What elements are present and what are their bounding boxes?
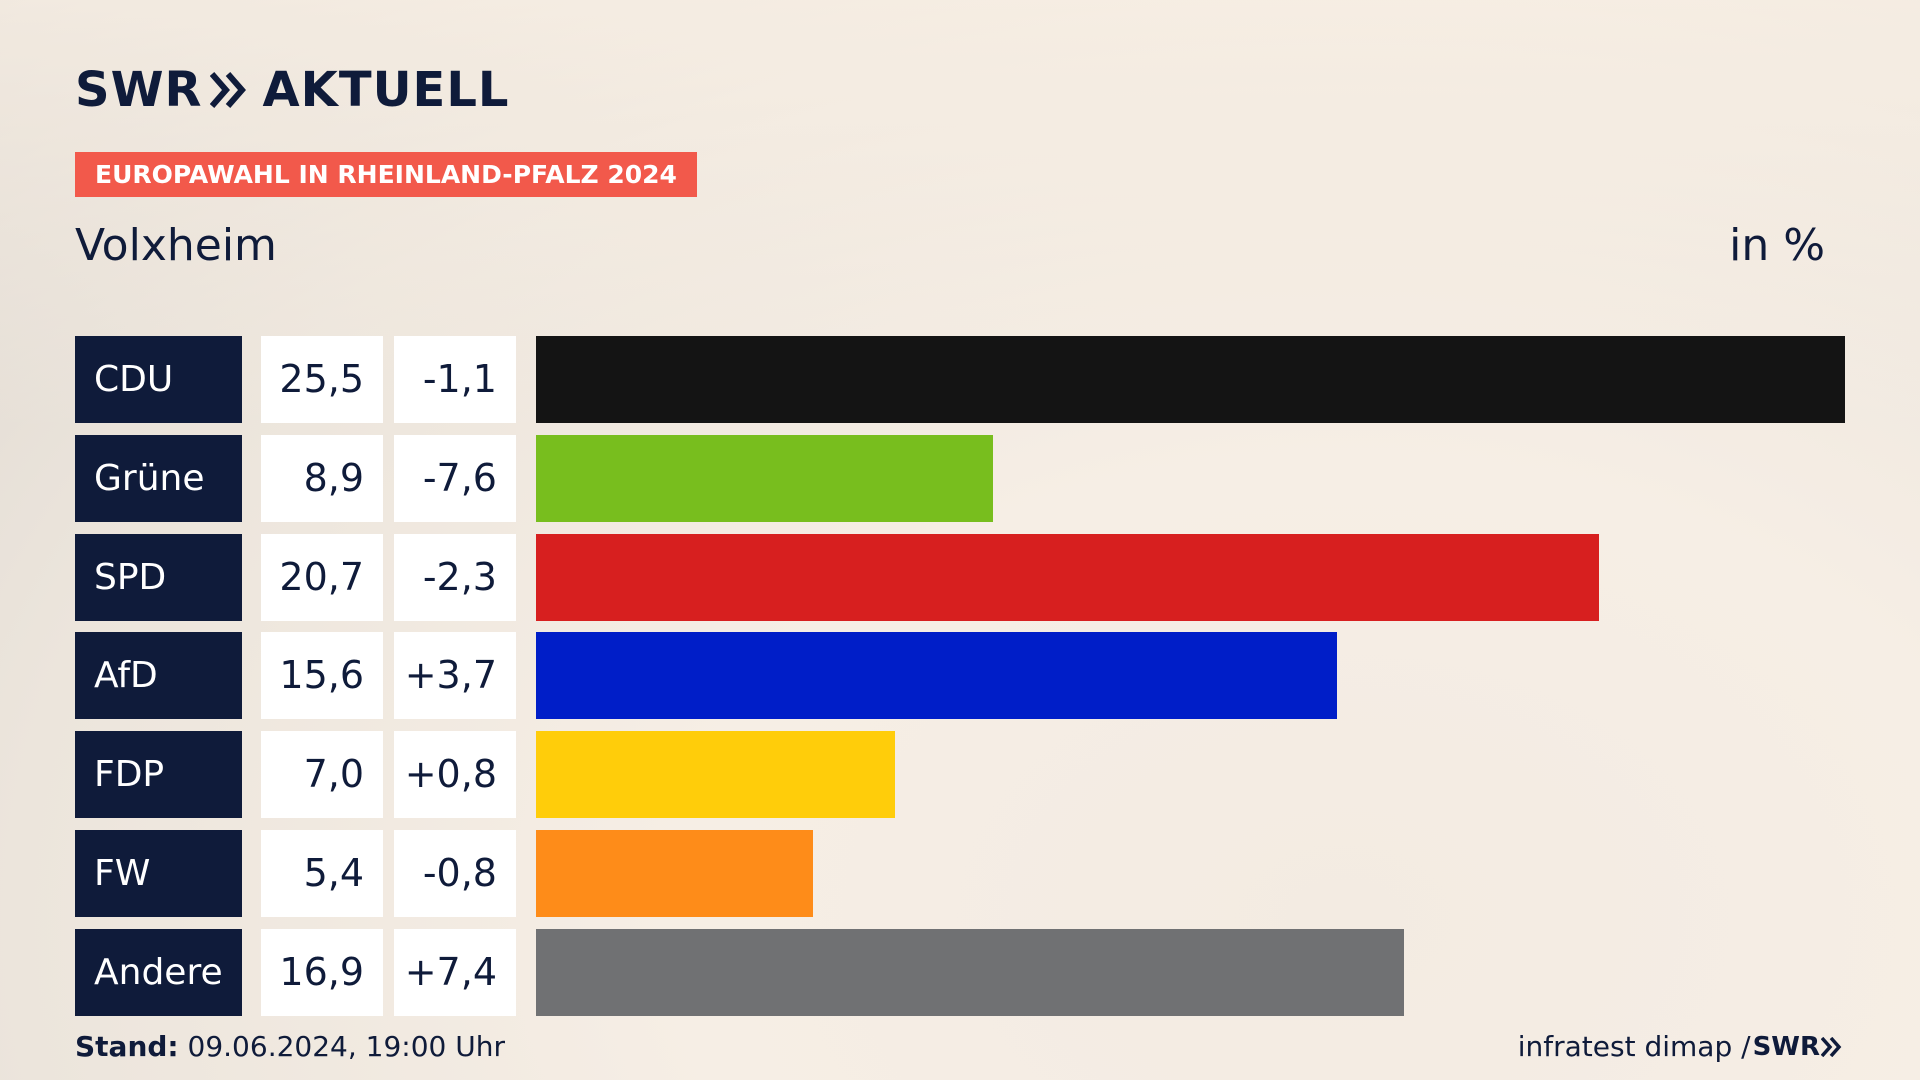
vote-share-change: +3,7	[394, 632, 516, 719]
vote-share-value: 15,6	[261, 632, 383, 719]
party-label: CDU	[75, 336, 242, 423]
party-label: Andere	[75, 929, 242, 1016]
source-brand-text: SWR	[1752, 1031, 1820, 1062]
vote-share-change: +7,4	[394, 929, 516, 1016]
stand-value: 09.06.2024, 19:00 Uhr	[187, 1030, 505, 1063]
logo-aktuell-text: AKTUELL	[262, 62, 510, 118]
party-label: FDP	[75, 731, 242, 818]
swr-aktuell-logo: SWR AKTUELL	[75, 66, 510, 114]
chevron-double-right-icon	[1821, 1036, 1842, 1057]
party-label: FW	[75, 830, 242, 917]
vote-share-value: 25,5	[261, 336, 383, 423]
chevron-double-right-icon	[210, 72, 248, 108]
result-row: CDU 25,5 -1,1	[75, 336, 1845, 423]
vote-share-value: 20,7	[261, 534, 383, 621]
party-label: SPD	[75, 534, 242, 621]
vote-share-change: +0,8	[394, 731, 516, 818]
vote-share-change: -7,6	[394, 435, 516, 522]
bar-cdu	[536, 336, 1845, 423]
vote-share-value: 8,9	[261, 435, 383, 522]
result-row: Grüne 8,9 -7,6	[75, 435, 1845, 522]
vote-share-change: -2,3	[394, 534, 516, 621]
unit-label: in %	[1729, 220, 1825, 271]
vote-share-change: -0,8	[394, 830, 516, 917]
region-title: Volxheim	[75, 220, 277, 271]
result-row: AfD 15,6 +3,7	[75, 632, 1845, 719]
timestamp: Stand: 09.06.2024, 19:00 Uhr	[75, 1030, 505, 1063]
result-row: SPD 20,7 -2,3	[75, 534, 1845, 621]
party-label: AfD	[75, 632, 242, 719]
bar-fdp	[536, 731, 895, 818]
result-row: Andere 16,9 +7,4	[75, 929, 1845, 1016]
bar-grüne	[536, 435, 993, 522]
result-row: FW 5,4 -0,8	[75, 830, 1845, 917]
bar-andere	[536, 929, 1404, 1016]
source-credit: infratest dimap / SWR	[1518, 1030, 1843, 1063]
logo-swr-text: SWR	[75, 62, 203, 118]
vote-share-change: -1,1	[394, 336, 516, 423]
stand-label: Stand:	[75, 1030, 179, 1063]
bar-afd	[536, 632, 1337, 719]
source-text: infratest dimap /	[1517, 1030, 1751, 1063]
party-label: Grüne	[75, 435, 242, 522]
vote-share-value: 16,9	[261, 929, 383, 1016]
vote-share-value: 5,4	[261, 830, 383, 917]
bar-spd	[536, 534, 1599, 621]
vote-share-value: 7,0	[261, 731, 383, 818]
bar-fw	[536, 830, 813, 917]
election-title-badge: EUROPAWAHL IN RHEINLAND-PFALZ 2024	[75, 152, 697, 197]
source-brand: SWR	[1753, 1032, 1843, 1062]
result-row: FDP 7,0 +0,8	[75, 731, 1845, 818]
